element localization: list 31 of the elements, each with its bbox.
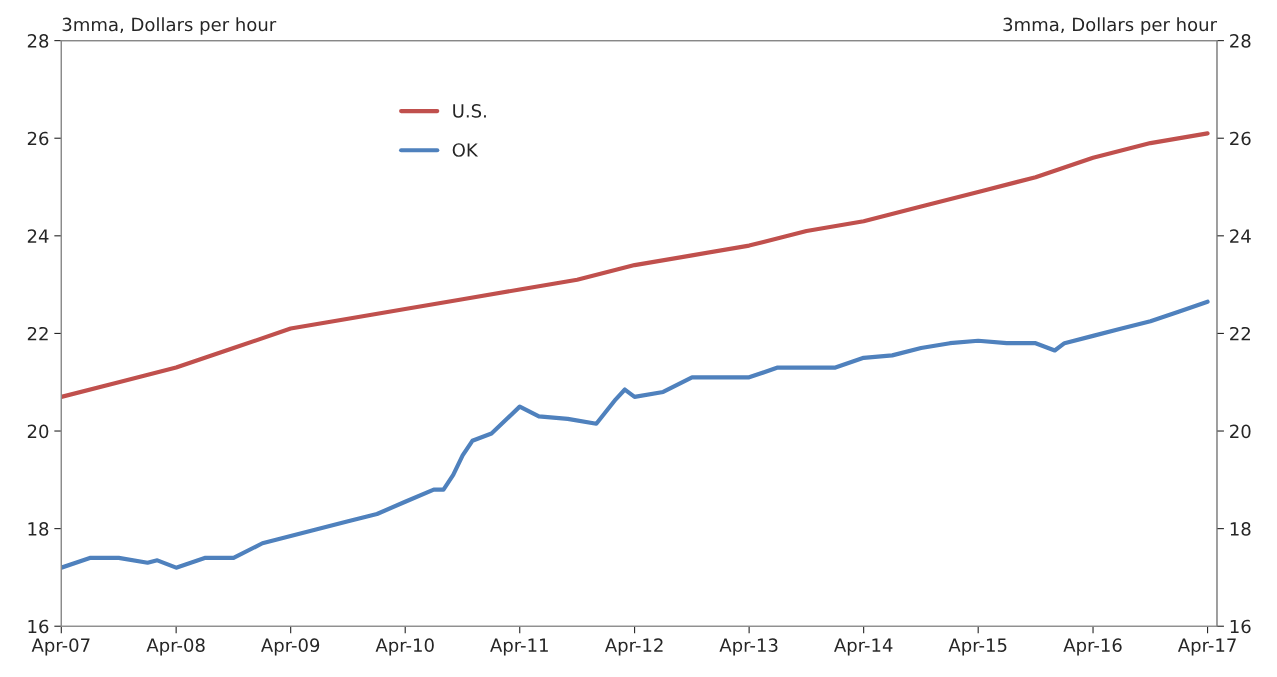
y-tick-label: 24 [27,229,49,243]
legend-label: OK [452,143,479,157]
y-tick-label: 18 [28,522,49,536]
y-tick-label: 22 [27,326,48,341]
line-series [61,131,1210,399]
y-tick-label: 20 [27,424,49,439]
line-series [61,299,1210,570]
x-tick-label: Apr-15 [948,638,1007,656]
x-tick-label: Apr-13 [719,638,778,656]
y2-tick-label: 24 [1230,229,1251,243]
x-tick-label: Apr-11 [490,638,548,656]
y2-tick-label: 26 [1230,131,1251,146]
x-tick-label: Apr-12 [604,638,663,656]
x-tick-label: Apr-07 [31,638,90,656]
x-tick-label: Apr-14 [834,638,893,656]
y2-axis-title: 3mma, Dollars per hour [1003,17,1217,35]
y2-tick-label: 28 [1230,34,1251,48]
y-tick-label: 26 [27,131,49,146]
x-tick-label: Apr-16 [1063,638,1122,656]
x-tick-label: Apr-17 [1177,638,1236,656]
y2-tick-label: 16 [1230,619,1251,634]
y-axis-title: 3mma, Dollars per hour [62,17,277,35]
legend-label: U.S. [453,104,486,118]
y2-tick-label: 22 [1230,326,1250,341]
y-tick-label: 28 [27,34,49,48]
y-tick-label: 16 [28,619,49,634]
y2-tick-label: 18 [1230,522,1251,536]
x-tick-label: Apr-08 [146,638,205,656]
y2-tick-label: 20 [1230,424,1251,439]
x-tick-label: Apr-09 [261,638,320,656]
x-tick-label: Apr-10 [375,638,434,656]
